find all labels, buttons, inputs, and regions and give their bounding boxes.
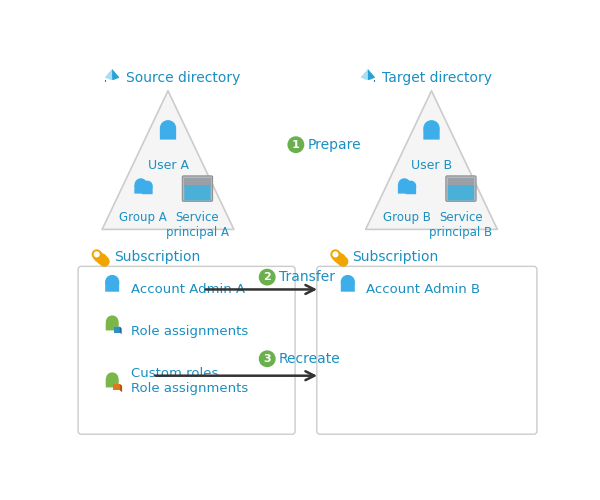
Circle shape bbox=[288, 137, 304, 152]
Circle shape bbox=[259, 351, 275, 366]
Circle shape bbox=[406, 182, 416, 190]
Text: Custom roles
Role assignments: Custom roles Role assignments bbox=[131, 367, 248, 395]
Text: User B: User B bbox=[411, 158, 452, 172]
Polygon shape bbox=[112, 69, 119, 80]
FancyBboxPatch shape bbox=[317, 266, 537, 434]
Text: Subscription: Subscription bbox=[352, 250, 439, 264]
FancyBboxPatch shape bbox=[446, 176, 476, 202]
Text: Group B: Group B bbox=[383, 211, 431, 224]
Circle shape bbox=[92, 250, 101, 258]
Circle shape bbox=[161, 121, 175, 136]
Text: Group A: Group A bbox=[119, 211, 167, 224]
Circle shape bbox=[331, 250, 340, 258]
Polygon shape bbox=[114, 326, 120, 332]
Circle shape bbox=[259, 270, 275, 285]
FancyBboxPatch shape bbox=[406, 186, 416, 194]
Polygon shape bbox=[113, 384, 120, 390]
Circle shape bbox=[333, 252, 338, 256]
Text: Source directory: Source directory bbox=[126, 72, 241, 86]
Circle shape bbox=[106, 276, 119, 288]
Circle shape bbox=[399, 179, 410, 190]
Text: Account Admin B: Account Admin B bbox=[367, 283, 481, 296]
Polygon shape bbox=[120, 326, 122, 334]
Text: Service
principal B: Service principal B bbox=[430, 211, 493, 239]
FancyBboxPatch shape bbox=[448, 178, 474, 186]
FancyBboxPatch shape bbox=[361, 80, 375, 82]
FancyBboxPatch shape bbox=[134, 185, 148, 194]
Polygon shape bbox=[114, 326, 122, 328]
Polygon shape bbox=[361, 69, 375, 78]
FancyBboxPatch shape bbox=[106, 322, 119, 330]
Circle shape bbox=[424, 121, 439, 136]
Circle shape bbox=[341, 276, 354, 288]
Text: 2: 2 bbox=[263, 272, 271, 282]
Circle shape bbox=[94, 252, 99, 256]
Polygon shape bbox=[120, 384, 122, 392]
FancyBboxPatch shape bbox=[424, 129, 440, 140]
Polygon shape bbox=[102, 91, 234, 230]
FancyBboxPatch shape bbox=[78, 266, 295, 434]
Text: 1: 1 bbox=[292, 140, 300, 149]
FancyBboxPatch shape bbox=[142, 186, 152, 194]
Circle shape bbox=[135, 179, 146, 190]
Circle shape bbox=[143, 182, 152, 190]
Polygon shape bbox=[105, 69, 119, 78]
Text: Transfer: Transfer bbox=[279, 270, 335, 284]
FancyBboxPatch shape bbox=[341, 283, 355, 292]
FancyBboxPatch shape bbox=[184, 178, 211, 186]
FancyBboxPatch shape bbox=[105, 80, 119, 82]
Text: Target directory: Target directory bbox=[382, 72, 492, 86]
FancyBboxPatch shape bbox=[105, 283, 119, 292]
Text: 3: 3 bbox=[263, 354, 271, 364]
Circle shape bbox=[107, 373, 118, 384]
Text: Role assignments: Role assignments bbox=[131, 324, 248, 338]
Polygon shape bbox=[361, 69, 368, 80]
Text: Recreate: Recreate bbox=[279, 352, 341, 366]
FancyBboxPatch shape bbox=[160, 129, 176, 140]
Polygon shape bbox=[365, 91, 497, 230]
Polygon shape bbox=[368, 69, 375, 80]
Text: Prepare: Prepare bbox=[308, 138, 361, 151]
Circle shape bbox=[107, 316, 118, 327]
Text: User A: User A bbox=[148, 158, 188, 172]
Polygon shape bbox=[105, 69, 112, 80]
FancyBboxPatch shape bbox=[184, 185, 211, 200]
Text: Service
principal A: Service principal A bbox=[166, 211, 229, 239]
FancyBboxPatch shape bbox=[448, 185, 474, 200]
FancyBboxPatch shape bbox=[182, 176, 212, 202]
Text: Subscription: Subscription bbox=[114, 250, 200, 264]
FancyBboxPatch shape bbox=[106, 379, 119, 388]
Text: Account Admin A: Account Admin A bbox=[131, 283, 245, 296]
Polygon shape bbox=[113, 384, 122, 386]
FancyBboxPatch shape bbox=[398, 185, 411, 194]
